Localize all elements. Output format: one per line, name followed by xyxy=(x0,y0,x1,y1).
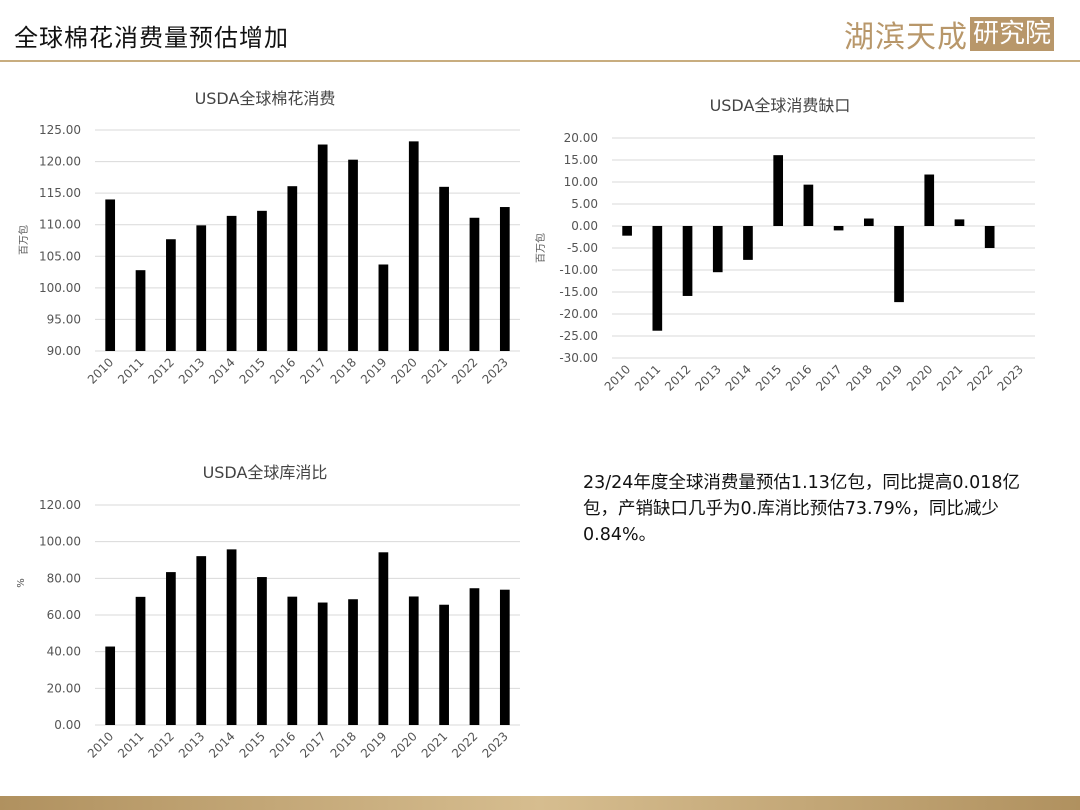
y-axis-label: 百万包 xyxy=(534,233,547,263)
bar-2015 xyxy=(773,155,784,226)
brand-logo: 湖滨天成 研究院 xyxy=(844,14,1055,55)
x-tick-label: 2021 xyxy=(419,729,450,760)
y-tick-label: 100.00 xyxy=(39,281,81,295)
y-tick-label: 110.00 xyxy=(39,218,81,232)
bar-2019 xyxy=(378,264,389,351)
logo-text: 湖滨天成 xyxy=(844,20,968,55)
y-tick-label: -10.00 xyxy=(559,263,598,277)
y-tick-label: -15.00 xyxy=(559,285,598,299)
y-tick-label: -25.00 xyxy=(559,329,598,343)
bar-2017 xyxy=(317,144,328,351)
x-tick-label: 2012 xyxy=(146,729,177,760)
x-tick-label: 2013 xyxy=(176,729,207,760)
bar-2013 xyxy=(196,225,207,351)
chart-title: USDA全球消费缺口 xyxy=(710,96,851,115)
bar-2017 xyxy=(317,602,328,725)
y-tick-label: 40.00 xyxy=(47,645,81,659)
bar-2019 xyxy=(378,552,389,725)
bar-2021 xyxy=(439,186,449,351)
bar-2010 xyxy=(105,199,116,351)
x-tick-label: 2014 xyxy=(206,729,237,760)
bar-2010 xyxy=(105,646,116,725)
y-tick-label: 100.00 xyxy=(39,535,81,549)
x-tick-label: 2018 xyxy=(328,729,359,760)
y-tick-label: -20.00 xyxy=(559,307,598,321)
y-tick-label: -30.00 xyxy=(559,351,598,365)
bar-2012 xyxy=(166,239,176,351)
bar-2020 xyxy=(408,596,419,725)
bar-2016 xyxy=(287,186,298,351)
bar-2011 xyxy=(652,226,663,331)
y-tick-label: 0.00 xyxy=(571,219,598,233)
x-tick-label: 2022 xyxy=(449,729,480,760)
x-tick-label: 2016 xyxy=(267,729,298,760)
y-tick-label: -5.00 xyxy=(567,241,598,255)
bar-2022 xyxy=(469,217,480,351)
page-title: 全球棉花消费量预估增加 xyxy=(14,24,289,52)
logo-box-text: 研究院 xyxy=(970,17,1055,51)
x-tick-label: 2011 xyxy=(115,729,146,760)
bar-2014 xyxy=(226,215,237,351)
header-divider xyxy=(0,60,1080,62)
y-tick-label: 105.00 xyxy=(39,249,81,263)
bar-2018 xyxy=(348,159,358,351)
bar-2012 xyxy=(166,572,176,725)
y-tick-label: 60.00 xyxy=(47,608,81,622)
chart-title: USDA全球棉花消费 xyxy=(195,89,336,108)
summary-note: 23/24年度全球消费量预估1.13亿包，同比提高0.018亿包，产销缺口几乎为… xyxy=(583,473,1020,545)
y-tick-label: 20.00 xyxy=(564,131,598,145)
y-tick-label: 90.00 xyxy=(47,344,81,358)
y-axis-label: 百万包 xyxy=(17,225,30,255)
bar-2018 xyxy=(863,218,874,226)
bar-2022 xyxy=(469,588,480,725)
y-tick-label: 15.00 xyxy=(564,153,598,167)
bar-2023 xyxy=(499,589,510,725)
x-tick-label: 2020 xyxy=(388,729,419,760)
bar-2015 xyxy=(257,210,267,351)
x-tick-label: 2019 xyxy=(358,729,389,760)
bar-2022 xyxy=(984,226,995,248)
y-tick-label: 5.00 xyxy=(571,197,598,211)
y-tick-label: 95.00 xyxy=(47,312,81,326)
y-tick-label: 120.00 xyxy=(39,155,81,169)
bar-2016 xyxy=(287,596,298,725)
bar-2018 xyxy=(348,599,358,725)
y-tick-label: 115.00 xyxy=(39,186,81,200)
footer-bar xyxy=(0,796,1080,810)
y-tick-label: 0.00 xyxy=(54,718,81,732)
bar-2016 xyxy=(803,184,814,226)
bar-2020 xyxy=(408,141,419,351)
y-tick-label: 10.00 xyxy=(564,175,598,189)
bar-2021 xyxy=(954,219,965,226)
y-tick-label: 20.00 xyxy=(47,681,81,695)
chart-title: USDA全球库消比 xyxy=(203,463,328,482)
bar-2017 xyxy=(833,226,844,231)
bar-2021 xyxy=(439,604,449,725)
y-tick-label: 120.00 xyxy=(39,498,81,512)
bar-2013 xyxy=(196,556,207,725)
y-tick-label: 125.00 xyxy=(39,123,81,137)
bar-2015 xyxy=(257,577,267,725)
y-axis-label: % xyxy=(16,578,27,588)
bar-2014 xyxy=(743,226,753,260)
bar-2019 xyxy=(894,226,904,303)
bar-2020 xyxy=(924,174,935,226)
bar-2023 xyxy=(499,207,510,351)
bar-2010 xyxy=(622,226,632,236)
x-tick-label: 2023 xyxy=(479,729,510,760)
bar-2012 xyxy=(682,226,693,296)
bar-2014 xyxy=(226,549,237,725)
x-tick-label: 2017 xyxy=(297,729,328,760)
bar-2011 xyxy=(135,596,146,725)
y-tick-label: 80.00 xyxy=(47,571,81,585)
bar-2011 xyxy=(135,270,146,351)
x-tick-label: 2010 xyxy=(85,729,116,760)
bar-2013 xyxy=(712,226,723,273)
x-tick-label: 2015 xyxy=(237,729,268,760)
